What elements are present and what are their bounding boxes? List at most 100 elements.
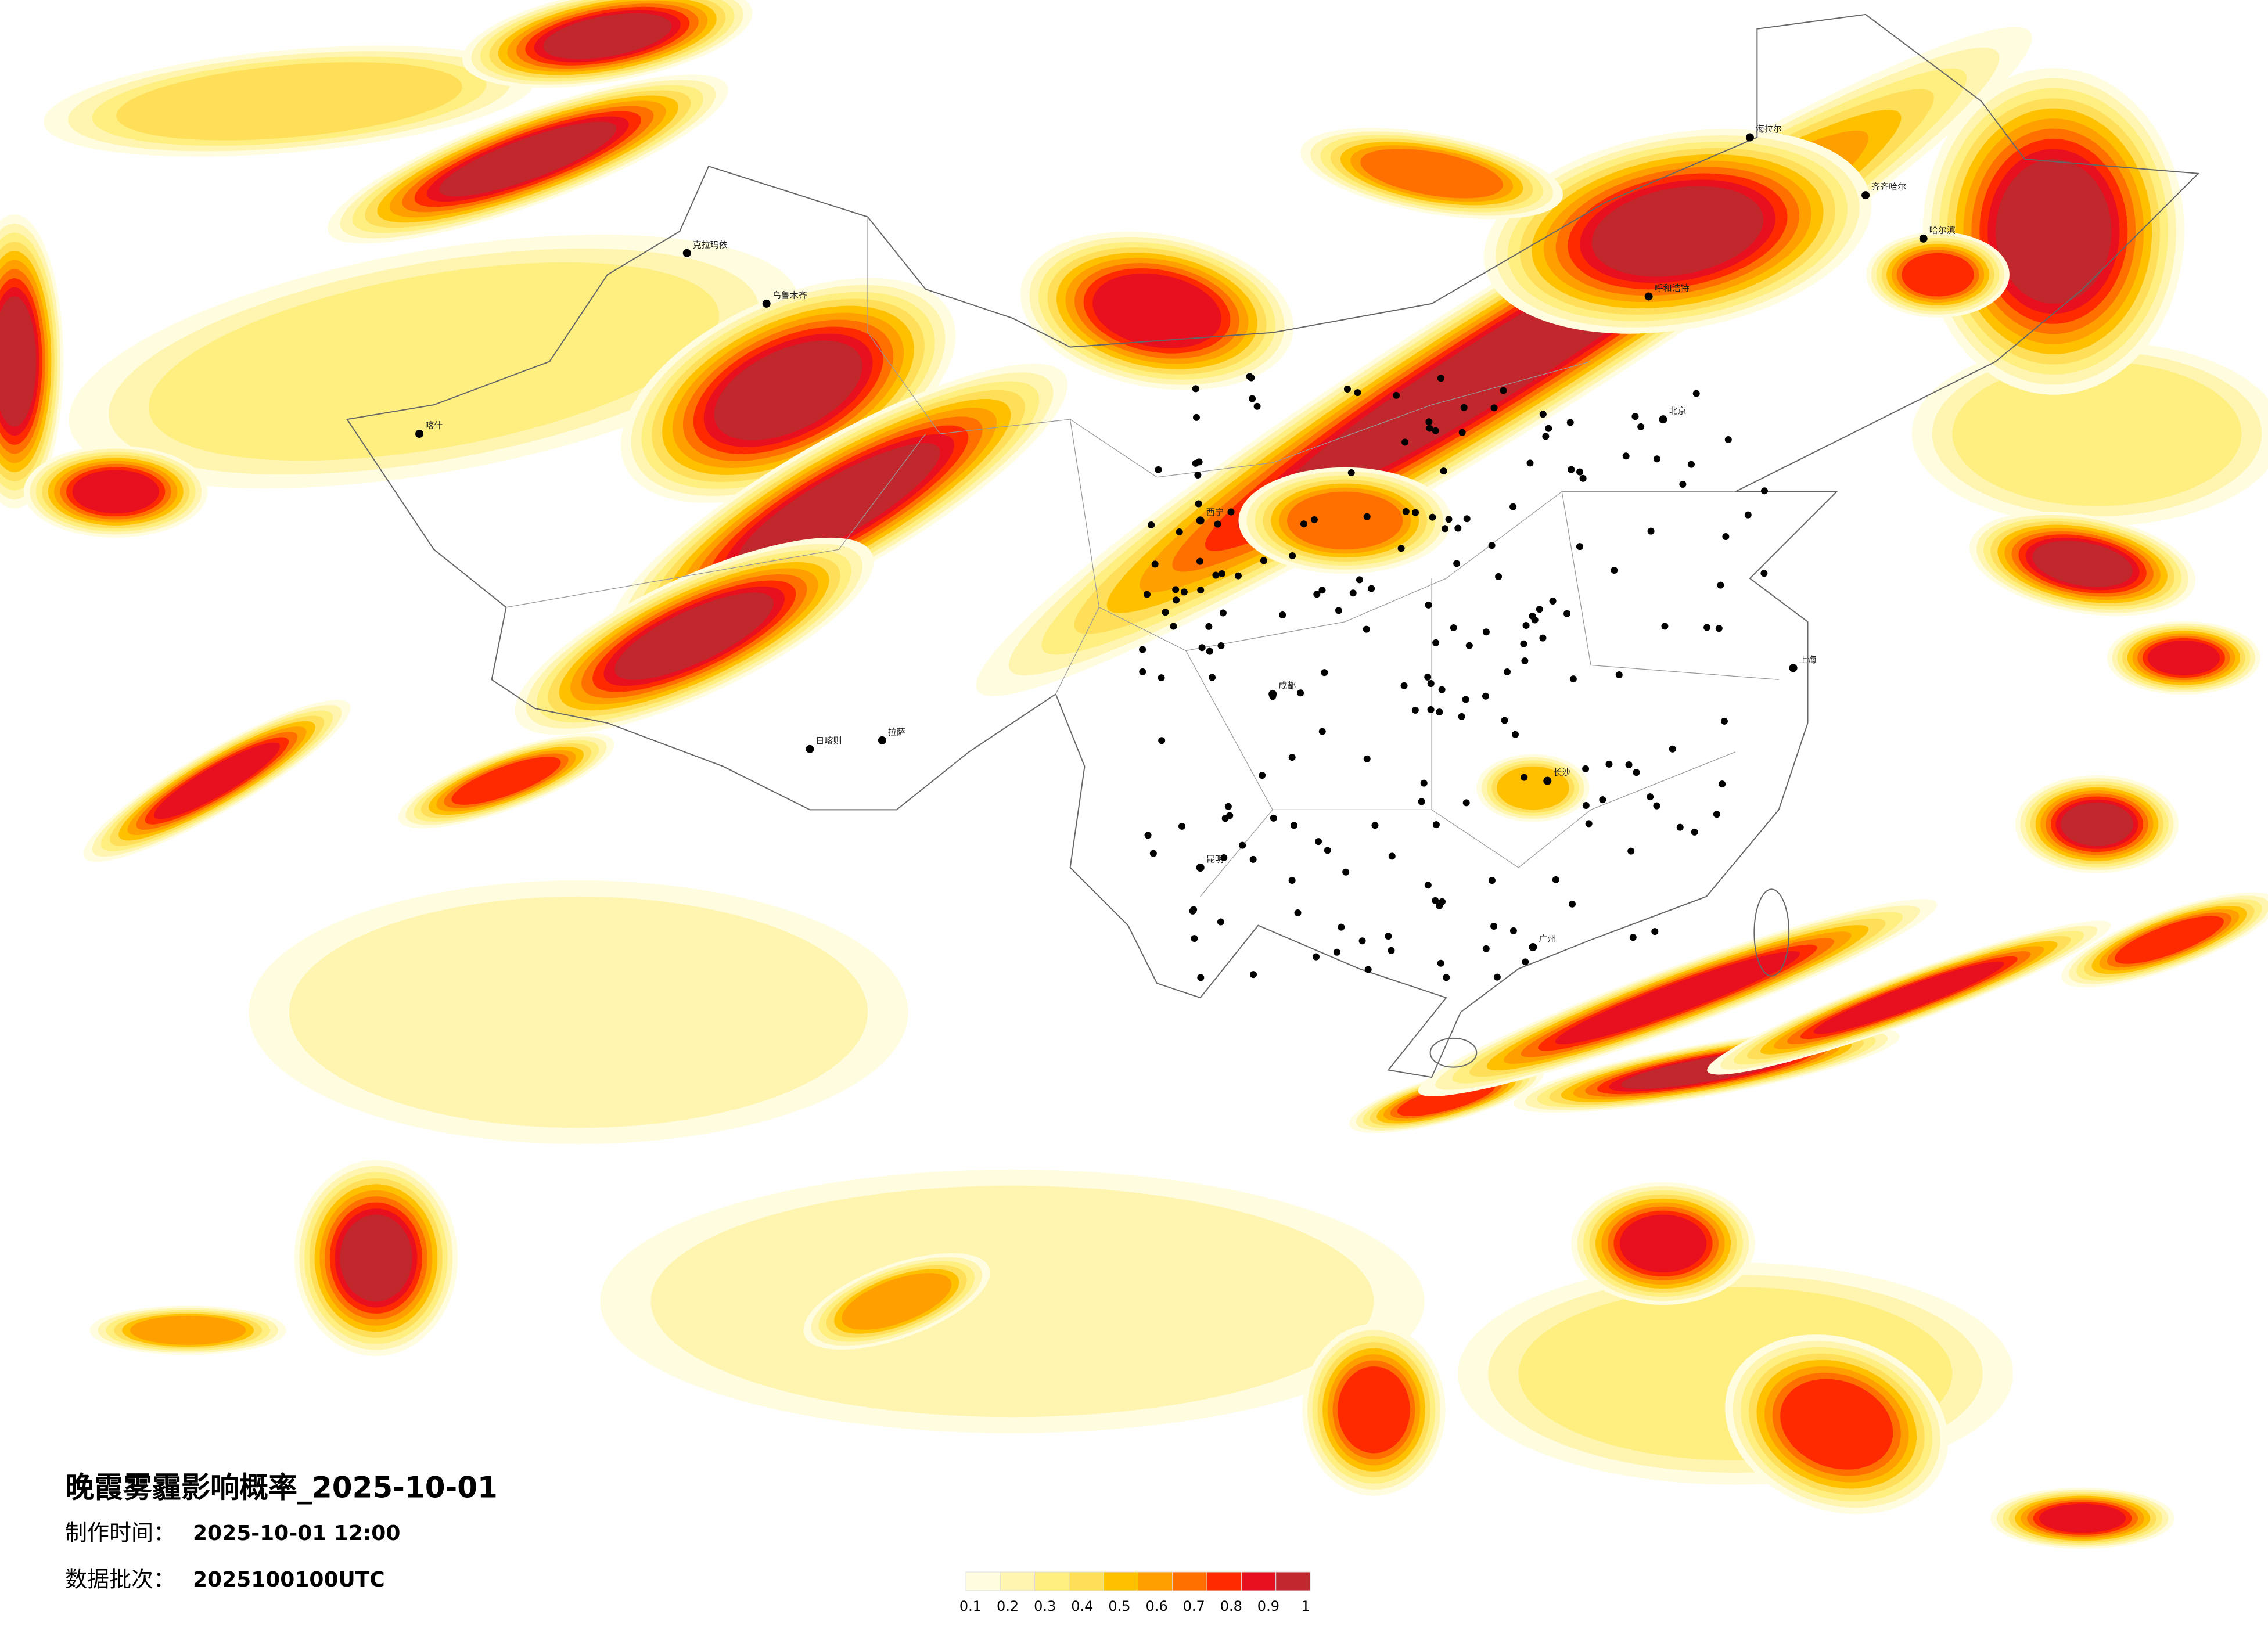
station-dot <box>1335 607 1342 614</box>
station-dot <box>1713 811 1720 818</box>
station-dot <box>1450 624 1457 632</box>
legend-swatch <box>1069 1571 1104 1591</box>
station-dot <box>1576 468 1584 476</box>
probability-blob <box>1813 961 2004 1034</box>
province-borders <box>506 217 1779 897</box>
station-dot <box>1425 418 1433 426</box>
city-dot <box>806 744 814 753</box>
city-label: 日喀则 <box>815 735 842 746</box>
station-dot <box>1426 425 1433 432</box>
probability-blob <box>116 62 462 141</box>
station-dot <box>1429 513 1436 521</box>
station-dot <box>1615 671 1623 679</box>
station-dot <box>1290 822 1297 829</box>
station-dot <box>1568 900 1576 908</box>
station-dot <box>1139 646 1146 653</box>
station-dot <box>1637 423 1645 430</box>
legend-tick-label: 1 <box>1301 1598 1310 1614</box>
station-dot <box>1629 934 1637 941</box>
probability-blob <box>1952 361 2242 506</box>
station-dot <box>1385 933 1392 940</box>
station-dot <box>1288 876 1296 884</box>
station-dot <box>1178 822 1185 830</box>
city-dot <box>1196 516 1205 525</box>
station-dot <box>1425 601 1432 609</box>
station-dot <box>1300 520 1307 528</box>
station-dot <box>1521 774 1528 781</box>
legend-swatch <box>1241 1571 1277 1591</box>
city-dot <box>1196 864 1205 872</box>
station-dot <box>1582 802 1590 810</box>
boundaries <box>346 13 2200 1078</box>
station-dot <box>1269 693 1277 700</box>
legend-tick-label: 0.6 <box>1145 1598 1167 1614</box>
station-dot <box>1195 500 1202 508</box>
production-time-label: 制作时间： <box>65 1520 175 1546</box>
title: 晚霞雾霾影响概率_2025-10-01 <box>65 1471 498 1505</box>
station-dot <box>1585 820 1593 828</box>
station-dot <box>1631 413 1639 420</box>
station-dot <box>1717 581 1724 589</box>
station-dot <box>1579 474 1587 482</box>
station-dot <box>1148 521 1155 528</box>
station-dots <box>1139 373 1768 981</box>
station-dot <box>1321 669 1328 677</box>
station-dot <box>1371 822 1379 829</box>
probability-blob <box>1619 1214 1707 1273</box>
city-dot <box>1861 191 1870 200</box>
legend-swatch <box>1172 1571 1207 1591</box>
station-dot <box>1526 459 1534 467</box>
probability-blob <box>153 742 281 819</box>
city-label: 昆明 <box>1206 854 1224 865</box>
probability-blob <box>842 1273 952 1330</box>
probability-blob <box>1555 951 1800 1045</box>
station-dot <box>1209 674 1216 681</box>
station-dot <box>1458 429 1466 436</box>
station-dot <box>1622 452 1630 460</box>
station-dot <box>1424 673 1432 681</box>
city-dot <box>1745 133 1754 142</box>
station-dot <box>1358 937 1366 945</box>
station-dot <box>1437 959 1444 967</box>
legend-tick-label: 0.8 <box>1220 1598 1242 1614</box>
station-dot <box>1542 433 1550 440</box>
city-dot <box>1919 234 1928 243</box>
station-dot <box>1315 838 1322 846</box>
station-dot <box>1318 587 1326 594</box>
station-dot <box>1520 640 1527 647</box>
station-dot <box>1462 696 1469 703</box>
station-dot <box>1490 922 1498 930</box>
station-dot <box>1687 461 1695 468</box>
station-dot <box>1397 545 1405 552</box>
station-dot <box>1744 511 1752 519</box>
station-dot <box>1522 622 1530 629</box>
city-label: 上海 <box>1799 654 1817 665</box>
probability-blob <box>737 443 940 570</box>
station-dot <box>1192 413 1200 421</box>
station-dot <box>1234 572 1242 580</box>
city-label: 北京 <box>1669 406 1687 416</box>
station-dot <box>1363 625 1370 633</box>
station-dot <box>1363 755 1371 762</box>
station-dot <box>1454 524 1462 532</box>
probability-blob <box>0 296 37 427</box>
station-dot <box>1368 585 1375 592</box>
station-dot <box>1197 974 1205 981</box>
legend-swatch <box>1138 1571 1173 1591</box>
station-dot <box>1465 642 1473 649</box>
station-dot <box>1220 854 1228 861</box>
probability-blob <box>1497 766 1569 810</box>
station-dot <box>1605 760 1613 768</box>
station-dot <box>1313 591 1321 598</box>
station-dot <box>1722 533 1730 540</box>
station-dot <box>1661 623 1669 630</box>
station-dot <box>1715 625 1723 632</box>
station-dot <box>1418 798 1425 805</box>
station-dot <box>1445 516 1453 523</box>
station-dot <box>1724 436 1732 444</box>
legend-tick-label: 0.3 <box>1034 1598 1056 1614</box>
station-dot <box>1627 847 1635 855</box>
legend-swatch <box>965 1571 1001 1591</box>
probability-blob <box>451 757 561 805</box>
